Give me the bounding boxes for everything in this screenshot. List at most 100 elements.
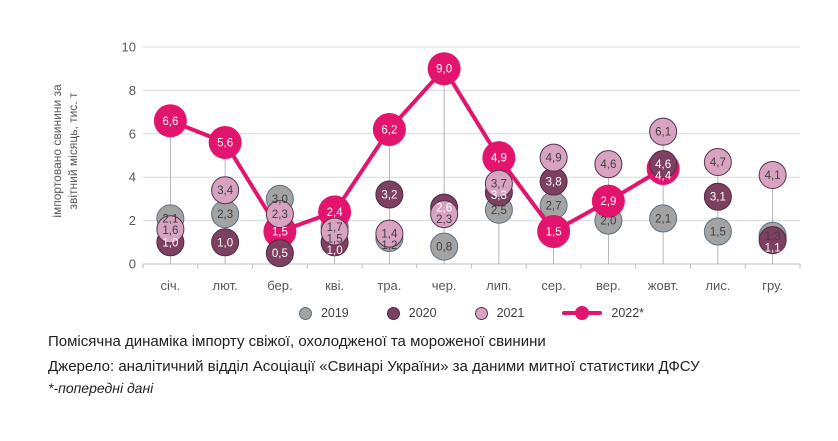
data-label: 5,6 <box>217 137 233 149</box>
series-line-2022* <box>168 66 666 234</box>
y-tick-label: 2 <box>129 213 136 228</box>
data-point-2021 <box>594 150 623 179</box>
x-tick-label: лют. <box>213 278 238 293</box>
data-label: 1,2 <box>381 240 397 252</box>
x-tick-label: гру. <box>762 278 783 293</box>
data-label: 4,6 <box>655 159 671 171</box>
legend-item-2019: 2019 <box>298 306 349 320</box>
data-label: 3,7 <box>491 179 507 191</box>
data-label: 1,7 <box>327 222 343 234</box>
footnote: *-попередні дані <box>48 380 154 396</box>
data-point-2021 <box>703 148 732 177</box>
data-label: 2,3 <box>217 209 233 221</box>
data-label: 2,1 <box>162 213 178 225</box>
data-label: 2,1 <box>655 213 671 225</box>
data-label: 1,1 <box>765 242 781 254</box>
data-point-2022* <box>591 184 625 218</box>
data-label: 1,0 <box>327 245 343 257</box>
data-point-2022* <box>427 52 461 86</box>
data-point-2022* <box>537 214 571 248</box>
x-tick-label: сер. <box>541 278 566 293</box>
data-label: 3,1 <box>710 192 726 204</box>
data-label: 1,3 <box>765 231 781 243</box>
legend-label-2019: 2019 <box>320 306 349 320</box>
data-label: 4,9 <box>491 153 507 165</box>
y-axis-title-line1: імпортовано свинини за <box>50 84 64 218</box>
data-point-2022* <box>482 141 516 175</box>
data-label: 2,9 <box>600 196 616 208</box>
x-tick-label: жовт. <box>648 278 679 293</box>
data-label: 1,5 <box>272 226 288 238</box>
x-tick-label: чер. <box>432 278 457 293</box>
y-tick-label: 0 <box>129 257 136 272</box>
data-label: 3,0 <box>272 194 288 206</box>
data-point-2022* <box>372 112 406 146</box>
data-label: 4,1 <box>765 170 781 182</box>
data-label: 1,6 <box>162 225 178 237</box>
data-label: 6,6 <box>162 116 178 128</box>
data-label: 1,4 <box>381 229 398 241</box>
data-label: 6,1 <box>655 127 671 139</box>
legend-label-2022: 2022* <box>611 306 645 320</box>
legend-item-2020: 2020 <box>386 306 437 320</box>
legend-item-2021: 2021 <box>474 306 524 320</box>
data-point-2021 <box>484 169 513 198</box>
data-point-2020 <box>375 180 404 209</box>
data-label: 2,6 <box>436 203 452 215</box>
data-point-2021 <box>430 200 459 229</box>
data-point-2021 <box>758 161 787 190</box>
legend-marker-2020-icon <box>386 306 400 320</box>
data-label: 4,6 <box>600 159 616 171</box>
legend-label-2020: 2020 <box>408 306 437 320</box>
x-tick-label: кві. <box>325 278 344 293</box>
data-label: 4,9 <box>546 153 562 165</box>
data-label: 3,8 <box>546 177 562 189</box>
data-label: 1,5 <box>327 234 343 246</box>
data-label: 3,2 <box>381 190 397 202</box>
y-axis-title-line2: звітний місяць, тис. т <box>66 92 80 210</box>
legend-marker-2021-icon <box>474 306 488 320</box>
y-tick-label: 6 <box>129 126 136 141</box>
data-label: 4,7 <box>710 157 726 169</box>
data-label: 2,0 <box>600 216 616 228</box>
data-label: 2,4 <box>327 207 344 219</box>
legend-marker-2019-icon <box>298 306 312 320</box>
data-label: 2,5 <box>491 205 507 217</box>
data-label: 6,2 <box>381 124 397 136</box>
data-point-2020 <box>265 239 294 268</box>
data-point-2019 <box>430 232 459 261</box>
y-tick-label: 8 <box>129 83 136 98</box>
data-label: 2,3 <box>436 214 452 226</box>
x-tick-label: січ. <box>160 278 180 293</box>
x-tick-label: лип. <box>486 278 512 293</box>
data-label: 3,3 <box>491 190 507 202</box>
data-label: 1,0 <box>217 237 233 249</box>
data-point-2021 <box>539 143 568 172</box>
y-tick-label: 4 <box>129 170 136 185</box>
legend-item-2022: 2022* <box>562 306 644 320</box>
data-label: 1,5 <box>546 226 562 238</box>
y-axis-title: імпортовано свинини за звітний місяць, т… <box>49 46 83 256</box>
data-point-2021 <box>265 200 294 229</box>
data-label: 3,4 <box>217 185 234 197</box>
data-label: 4,4 <box>655 171 672 183</box>
data-point-2021 <box>375 219 404 248</box>
data-point-2020 <box>703 182 732 211</box>
y-tick-label: 10 <box>122 40 136 55</box>
data-point-2020 <box>758 226 787 255</box>
x-tick-label: тра. <box>377 278 401 293</box>
x-tick-label: бер. <box>267 278 292 293</box>
data-point-2020 <box>211 228 240 257</box>
data-point-2021 <box>156 215 185 244</box>
data-label: 0,5 <box>272 248 288 260</box>
chart-legend: 2019 2020 2021 2022* <box>143 303 800 323</box>
data-label: 2,3 <box>272 209 288 221</box>
data-point-2022* <box>153 104 187 138</box>
chart-caption: Помісячна динаміка імпорту свіжої, охоло… <box>48 333 546 350</box>
legend-marker-2022-icon <box>562 306 603 320</box>
data-label: 0,8 <box>436 242 452 254</box>
data-point-2021 <box>320 217 349 246</box>
import-dynamics-chart: 0 2 4 6 8 10 січ. лют. бер. кві. тра. чер. лип. сер. в… <box>122 40 801 293</box>
data-point-2021 <box>211 176 240 205</box>
